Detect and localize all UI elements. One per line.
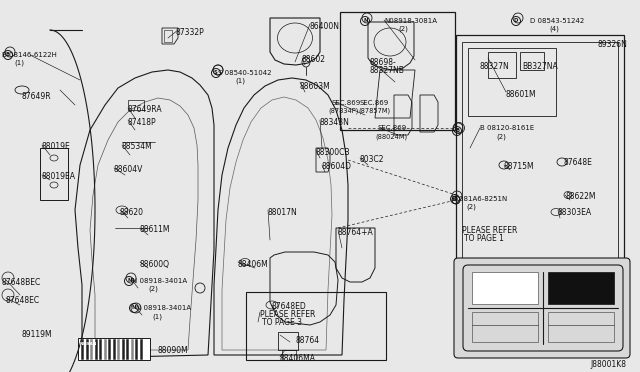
Text: 88300CB: 88300CB	[316, 148, 351, 157]
Text: 87649RA: 87649RA	[128, 105, 163, 114]
Text: 87649R: 87649R	[22, 92, 52, 101]
Text: 88602: 88602	[302, 55, 326, 64]
Text: 87332P: 87332P	[175, 28, 204, 37]
Text: PLEASE REFER: PLEASE REFER	[462, 226, 517, 235]
Text: 87648E: 87648E	[564, 158, 593, 167]
Bar	[246, 292, 386, 360]
Text: 89119M: 89119M	[22, 330, 52, 339]
Text: D 08543-51242: D 08543-51242	[530, 18, 584, 24]
Text: 88303EA: 88303EA	[558, 208, 592, 217]
Text: 88600Q: 88600Q	[140, 260, 170, 269]
Text: TO PAGE 3: TO PAGE 3	[262, 318, 302, 327]
Text: 88604V: 88604V	[114, 165, 143, 174]
Polygon shape	[548, 272, 614, 304]
Text: 88019E: 88019E	[42, 142, 71, 151]
Text: SEC.869: SEC.869	[360, 100, 389, 106]
Text: (87834P): (87834P)	[328, 108, 358, 115]
Text: (1): (1)	[235, 78, 245, 84]
Text: 88611M: 88611M	[140, 225, 170, 234]
Bar	[462, 42, 618, 312]
Text: 88715M: 88715M	[504, 162, 534, 171]
Text: SEC.869: SEC.869	[378, 125, 407, 131]
Text: N08918-3081A: N08918-3081A	[384, 18, 437, 24]
Text: 88603M: 88603M	[300, 82, 331, 91]
Text: SEC.869: SEC.869	[332, 100, 361, 106]
Text: B: B	[455, 128, 459, 133]
Text: 87648ED: 87648ED	[272, 302, 307, 311]
Text: 88090M: 88090M	[158, 346, 189, 355]
Text: B 081A6-8251N: B 081A6-8251N	[452, 196, 508, 202]
Text: S 08540-51042: S 08540-51042	[218, 70, 271, 76]
Text: (2): (2)	[398, 26, 408, 32]
Text: (1): (1)	[152, 313, 162, 320]
Text: (88024M): (88024M)	[375, 133, 407, 140]
Bar	[78, 338, 150, 360]
Text: 88327NB: 88327NB	[370, 66, 405, 75]
Bar	[468, 48, 556, 116]
Text: 88534M: 88534M	[122, 142, 153, 151]
Text: B: B	[453, 196, 457, 201]
Text: N 08918-3401A: N 08918-3401A	[136, 305, 191, 311]
Text: 88327N: 88327N	[480, 62, 509, 71]
Text: (4): (4)	[549, 26, 559, 32]
Text: (2): (2)	[466, 204, 476, 211]
Text: B 08120-8161E: B 08120-8161E	[480, 125, 534, 131]
Text: 88601M: 88601M	[506, 90, 536, 99]
Bar	[40, 148, 68, 200]
Text: N: N	[363, 18, 367, 23]
Text: N 08918-3401A: N 08918-3401A	[132, 278, 187, 284]
Text: B: B	[6, 52, 10, 57]
Text: N: N	[132, 305, 136, 310]
FancyBboxPatch shape	[454, 258, 630, 358]
Text: 89326N: 89326N	[598, 40, 628, 49]
Bar	[456, 35, 624, 320]
Text: 88604D: 88604D	[322, 162, 352, 171]
Bar	[278, 332, 298, 350]
Text: PLEASE REFER: PLEASE REFER	[260, 310, 316, 319]
Text: TO PAGE 1: TO PAGE 1	[464, 234, 504, 243]
Text: B 08146-6122H: B 08146-6122H	[2, 52, 57, 58]
Bar	[128, 100, 144, 110]
Text: 86400N: 86400N	[310, 22, 340, 31]
Text: (2): (2)	[496, 133, 506, 140]
Bar	[340, 12, 455, 130]
Polygon shape	[472, 272, 538, 304]
Text: N: N	[127, 278, 131, 283]
Text: 88620: 88620	[120, 208, 144, 217]
Text: S: S	[214, 70, 218, 75]
Text: 88019EA: 88019EA	[42, 172, 76, 181]
Text: 88406MA: 88406MA	[280, 354, 316, 363]
Text: 87418P: 87418P	[128, 118, 157, 127]
Text: 87648EC: 87648EC	[6, 296, 40, 305]
Text: 88343N: 88343N	[320, 118, 350, 127]
Text: 88698-: 88698-	[370, 58, 397, 67]
Text: NISSAN: NISSAN	[80, 342, 97, 346]
Text: (1): (1)	[14, 60, 24, 67]
Text: 88622M: 88622M	[565, 192, 595, 201]
Text: 88764+A: 88764+A	[338, 228, 374, 237]
Text: (87857M): (87857M)	[358, 108, 390, 115]
Text: 87648BEC: 87648BEC	[2, 278, 41, 287]
Text: BB327NA: BB327NA	[522, 62, 557, 71]
Text: (2): (2)	[148, 286, 158, 292]
Text: J88001K8: J88001K8	[590, 360, 626, 369]
Text: 88406M: 88406M	[238, 260, 269, 269]
Text: 88017N: 88017N	[268, 208, 298, 217]
Text: 803C2: 803C2	[360, 155, 385, 164]
Text: 88764: 88764	[296, 336, 320, 345]
Text: D: D	[514, 18, 518, 23]
